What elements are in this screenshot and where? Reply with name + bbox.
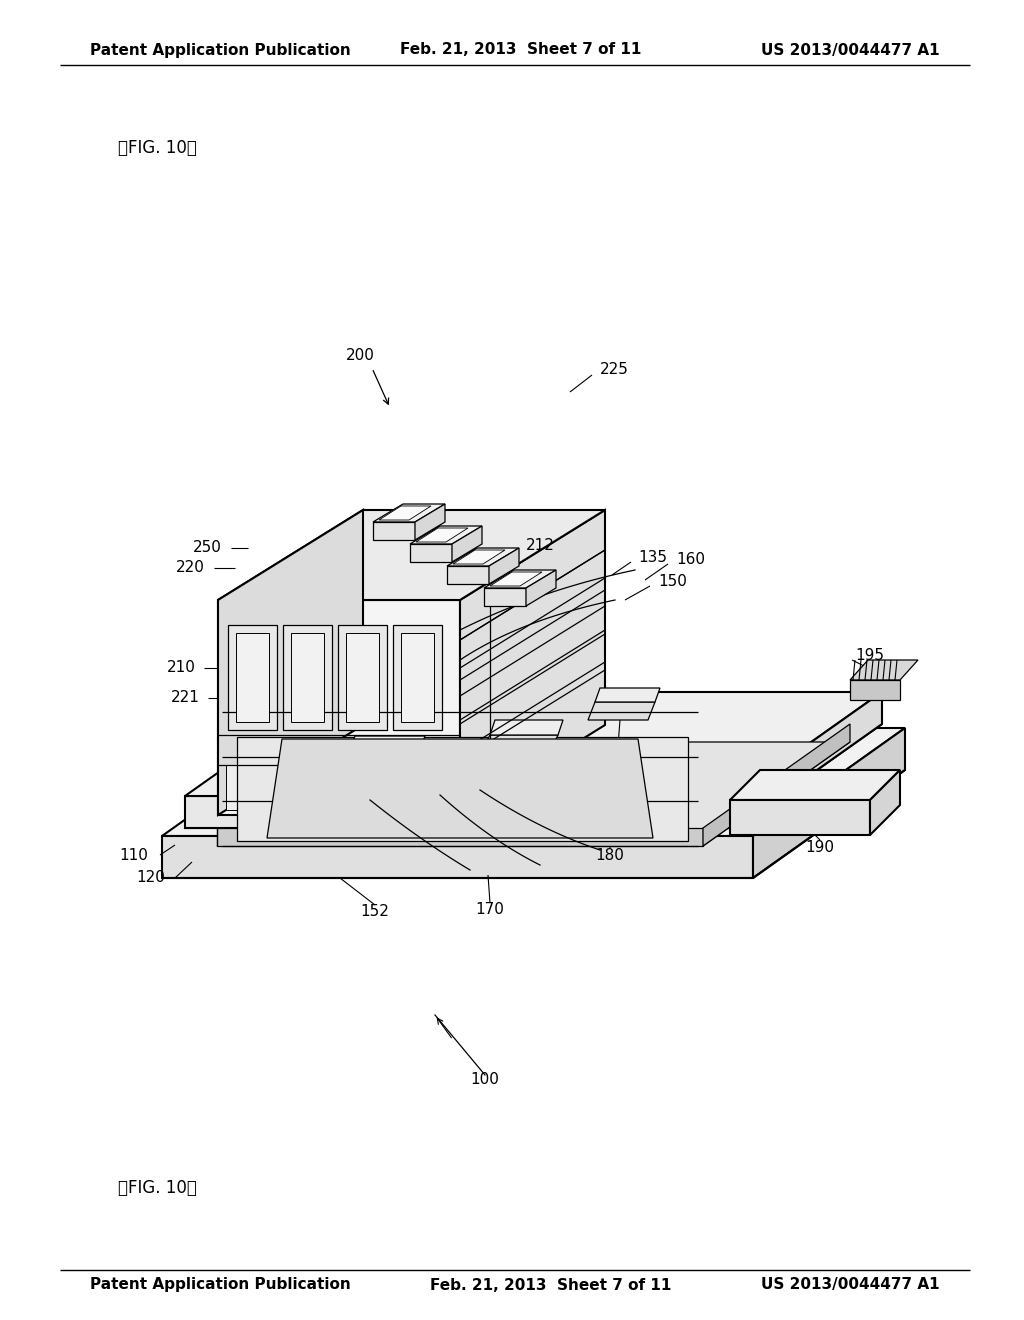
- Text: 【FIG. 10】: 【FIG. 10】: [118, 1179, 197, 1197]
- Polygon shape: [490, 719, 563, 735]
- Polygon shape: [185, 723, 882, 828]
- Polygon shape: [218, 601, 460, 814]
- Polygon shape: [480, 735, 558, 755]
- Polygon shape: [218, 510, 605, 601]
- Polygon shape: [226, 766, 452, 810]
- Polygon shape: [870, 770, 900, 836]
- Text: 120: 120: [136, 870, 165, 886]
- Text: Patent Application Publication: Patent Application Publication: [90, 1278, 351, 1292]
- Polygon shape: [228, 624, 278, 730]
- Polygon shape: [373, 504, 445, 521]
- Polygon shape: [217, 742, 850, 846]
- Polygon shape: [730, 800, 870, 836]
- Polygon shape: [453, 550, 505, 564]
- Text: US 2013/0044477 A1: US 2013/0044477 A1: [762, 42, 940, 58]
- Polygon shape: [489, 548, 519, 583]
- Text: 135: 135: [638, 550, 667, 565]
- Polygon shape: [393, 624, 442, 730]
- Text: 200: 200: [345, 347, 375, 363]
- Polygon shape: [185, 796, 735, 828]
- Polygon shape: [410, 544, 452, 562]
- Polygon shape: [218, 510, 362, 814]
- Polygon shape: [185, 692, 882, 796]
- Text: Patent Application Publication: Patent Application Publication: [90, 42, 351, 58]
- Text: 210: 210: [167, 660, 196, 676]
- Text: 221: 221: [171, 690, 200, 705]
- Polygon shape: [291, 634, 324, 722]
- Text: 220: 220: [176, 561, 205, 576]
- Polygon shape: [490, 572, 542, 586]
- Polygon shape: [237, 737, 688, 841]
- Polygon shape: [753, 729, 905, 878]
- Polygon shape: [346, 634, 379, 722]
- Text: 190: 190: [806, 841, 835, 855]
- Text: Feb. 21, 2013  Sheet 7 of 11: Feb. 21, 2013 Sheet 7 of 11: [430, 1278, 672, 1292]
- Polygon shape: [379, 506, 431, 520]
- Text: 170: 170: [475, 903, 505, 917]
- Polygon shape: [350, 737, 425, 750]
- Polygon shape: [217, 828, 703, 846]
- Polygon shape: [850, 680, 900, 700]
- Polygon shape: [236, 634, 269, 722]
- Polygon shape: [447, 548, 519, 566]
- Polygon shape: [703, 723, 850, 846]
- Text: 225: 225: [600, 363, 629, 378]
- Polygon shape: [373, 521, 415, 540]
- Polygon shape: [460, 510, 605, 814]
- Polygon shape: [267, 739, 653, 838]
- Polygon shape: [484, 570, 556, 587]
- Polygon shape: [410, 525, 482, 544]
- Polygon shape: [735, 692, 882, 828]
- Text: 212: 212: [526, 539, 555, 553]
- Text: 195: 195: [855, 648, 884, 663]
- Text: 150: 150: [658, 574, 687, 590]
- Polygon shape: [338, 624, 387, 730]
- Polygon shape: [447, 566, 489, 583]
- Polygon shape: [452, 525, 482, 562]
- Text: 100: 100: [471, 1072, 500, 1088]
- Polygon shape: [162, 836, 753, 878]
- Text: 【FIG. 10】: 【FIG. 10】: [118, 139, 197, 157]
- Text: 180: 180: [596, 847, 625, 862]
- Polygon shape: [340, 750, 420, 770]
- Text: 110: 110: [119, 847, 148, 862]
- Polygon shape: [283, 624, 332, 730]
- Text: Feb. 21, 2013  Sheet 7 of 11: Feb. 21, 2013 Sheet 7 of 11: [400, 42, 641, 58]
- Polygon shape: [162, 729, 905, 836]
- Polygon shape: [416, 528, 468, 543]
- Text: US 2013/0044477 A1: US 2013/0044477 A1: [762, 1278, 940, 1292]
- Polygon shape: [850, 660, 918, 680]
- Polygon shape: [588, 702, 655, 719]
- Polygon shape: [730, 770, 900, 800]
- Polygon shape: [415, 504, 445, 540]
- Text: 250: 250: [194, 540, 222, 556]
- Text: 160: 160: [676, 553, 705, 568]
- Polygon shape: [526, 570, 556, 606]
- Text: 152: 152: [360, 904, 389, 920]
- Polygon shape: [484, 587, 526, 606]
- Polygon shape: [401, 634, 434, 722]
- Polygon shape: [595, 688, 660, 702]
